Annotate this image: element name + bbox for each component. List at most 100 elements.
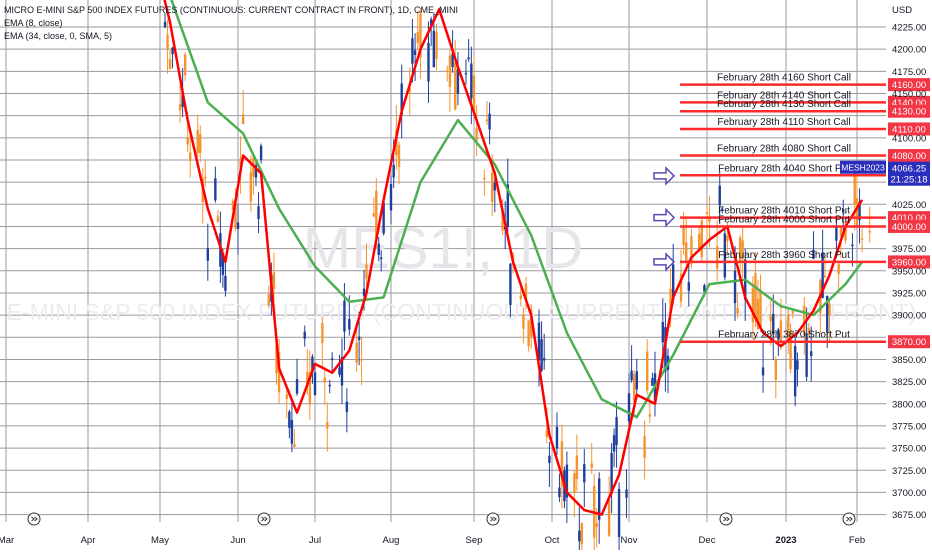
candle-body bbox=[519, 295, 522, 300]
candle bbox=[837, 262, 840, 293]
candle bbox=[204, 160, 207, 188]
x-tick-label: Mar bbox=[0, 535, 14, 546]
candle-body bbox=[306, 372, 309, 384]
candle-body bbox=[254, 165, 258, 178]
candle-body bbox=[583, 464, 586, 483]
candle-body bbox=[429, 19, 433, 27]
candle bbox=[597, 472, 601, 544]
y-tick-label: 3725.00 bbox=[892, 466, 926, 477]
candle-body bbox=[787, 314, 790, 339]
y-tick-label: 4100.00 bbox=[892, 133, 926, 144]
candle-body bbox=[224, 276, 227, 291]
level-price-text: 4010.00 bbox=[892, 213, 926, 224]
candle-body bbox=[522, 314, 525, 329]
candle-body bbox=[700, 220, 703, 257]
candle bbox=[524, 276, 528, 310]
level-price-text: 4110.00 bbox=[892, 124, 926, 135]
y-tick-label: 3775.00 bbox=[892, 421, 926, 432]
event-marker-glyph bbox=[261, 516, 268, 522]
candle bbox=[607, 476, 611, 537]
level-label: February 28th 3960 Short Put bbox=[718, 250, 850, 261]
candle-body bbox=[791, 311, 795, 314]
candle-body bbox=[168, 59, 172, 69]
candle bbox=[206, 223, 210, 281]
candle bbox=[643, 420, 646, 480]
candle-body bbox=[178, 104, 182, 111]
candle bbox=[687, 260, 690, 307]
candle bbox=[672, 243, 675, 304]
candle-body bbox=[413, 50, 417, 55]
watermark-symbol: MES1!, 1D bbox=[303, 216, 583, 281]
x-tick-label: Oct bbox=[545, 535, 560, 546]
watermark-description: MICRO E-MINI S&P 500 INDEX FUTURES (CONT… bbox=[0, 299, 916, 325]
candle bbox=[163, 12, 167, 29]
candle bbox=[254, 161, 258, 187]
candle bbox=[343, 282, 346, 351]
candle-body bbox=[163, 21, 167, 28]
candle bbox=[308, 350, 312, 420]
candle-body bbox=[239, 158, 242, 168]
level-label: February 28th 4000 Short Put bbox=[718, 214, 850, 225]
candle-body bbox=[188, 152, 192, 162]
candle bbox=[575, 434, 579, 492]
candle bbox=[627, 373, 631, 429]
candle bbox=[345, 388, 349, 433]
candle-body bbox=[257, 206, 260, 220]
candle-body bbox=[759, 291, 762, 329]
candle-body bbox=[723, 233, 727, 278]
candle-body bbox=[231, 200, 235, 210]
candle-body bbox=[234, 204, 237, 229]
candle bbox=[321, 316, 324, 369]
indicator-ema-slow[interactable]: EMA (34, close, 0, SMA, 5) bbox=[4, 31, 113, 41]
candle-body bbox=[448, 55, 452, 87]
candle-body bbox=[166, 34, 169, 50]
candle-body bbox=[687, 282, 690, 291]
candle-body bbox=[646, 351, 649, 391]
candle bbox=[196, 114, 199, 157]
level-0: February 28th 4160 Short Call 4160.00 bbox=[680, 73, 930, 92]
candle-body bbox=[355, 342, 358, 363]
candle bbox=[470, 46, 473, 125]
chart-title[interactable]: MICRO E-MINI S&P 500 INDEX FUTURES (CONT… bbox=[4, 5, 459, 15]
candle-body bbox=[483, 177, 486, 180]
candle-body bbox=[456, 69, 460, 94]
candle-body bbox=[648, 414, 651, 417]
candle-body bbox=[509, 263, 512, 306]
candle-body bbox=[249, 172, 253, 202]
event-marker-glyph bbox=[846, 516, 853, 522]
x-tick-label: Dec bbox=[699, 535, 716, 546]
candle bbox=[630, 345, 633, 383]
candle bbox=[615, 401, 618, 468]
candle-body bbox=[427, 42, 430, 82]
candle bbox=[761, 341, 765, 393]
candle-body bbox=[293, 444, 296, 447]
candle-body bbox=[761, 367, 765, 376]
x-tick-label: Jul bbox=[309, 535, 321, 546]
candle bbox=[835, 217, 838, 250]
event-marker-0 bbox=[27, 512, 41, 526]
candle-body bbox=[803, 306, 806, 336]
y-tick-label: 3675.00 bbox=[892, 510, 926, 521]
candle-body bbox=[216, 216, 220, 222]
candle bbox=[807, 322, 811, 340]
candle bbox=[241, 90, 245, 125]
candle-body bbox=[823, 275, 827, 278]
candle bbox=[419, 8, 422, 79]
candle-body bbox=[543, 358, 546, 361]
candle-body bbox=[669, 288, 672, 310]
y-tick-label: 3900.00 bbox=[892, 311, 926, 322]
countdown-text: 21:25:18 bbox=[891, 175, 928, 186]
level-price-text: 4000.00 bbox=[892, 222, 926, 233]
y-tick-label: 3750.00 bbox=[892, 444, 926, 455]
candle bbox=[705, 207, 709, 239]
candle bbox=[819, 278, 822, 334]
candle-body bbox=[751, 288, 755, 323]
candle-body bbox=[610, 452, 613, 494]
indicator-ema-fast[interactable]: EMA (8, close) bbox=[4, 18, 63, 28]
candle-body bbox=[853, 166, 856, 205]
candle bbox=[565, 451, 569, 523]
candle-body bbox=[651, 378, 654, 386]
candle-body bbox=[295, 379, 299, 394]
